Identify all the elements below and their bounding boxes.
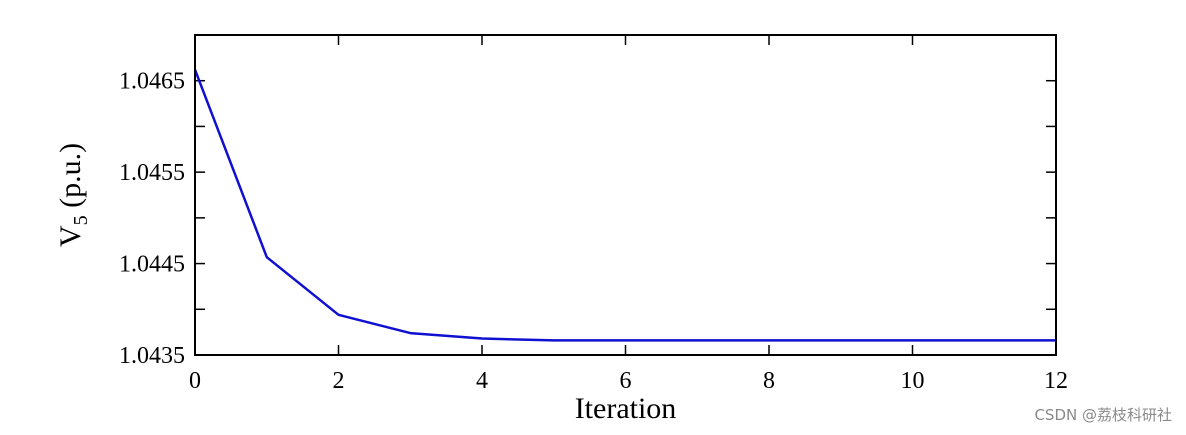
watermark: CSDN @荔枝科研社 <box>1034 406 1172 424</box>
x-tick-label: 12 <box>1044 368 1068 394</box>
x-tick-label: 4 <box>476 368 488 394</box>
y-axis-title: V5 (p.u.) <box>54 143 92 247</box>
y-axis-title-subscript: 5 <box>70 215 92 225</box>
x-axis-title: Iteration <box>575 392 677 425</box>
y-tick-label: 1.0435 <box>119 343 185 369</box>
y-tick-label: 1.0465 <box>119 69 185 95</box>
x-tick-label: 10 <box>901 368 925 394</box>
x-tick-label: 2 <box>333 368 345 394</box>
series-layer <box>193 69 1056 342</box>
series-line <box>193 69 1056 342</box>
x-tick-label: 8 <box>763 368 775 394</box>
y-axis-title-main: V <box>54 225 87 247</box>
plot-frame <box>194 34 1057 356</box>
x-tick-label: 6 <box>620 368 632 394</box>
tick-labels: 0 2 4 6 8 10 12 1.0435 1.0445 1.0455 1.0465 <box>119 69 1068 394</box>
axis-ticks <box>194 35 1057 356</box>
y-tick-label: 1.0455 <box>119 160 185 186</box>
y-tick-label: 1.0445 <box>119 252 185 278</box>
x-tick-label: 0 <box>189 368 201 394</box>
y-axis-title-rest: (p.u.) <box>54 143 87 215</box>
